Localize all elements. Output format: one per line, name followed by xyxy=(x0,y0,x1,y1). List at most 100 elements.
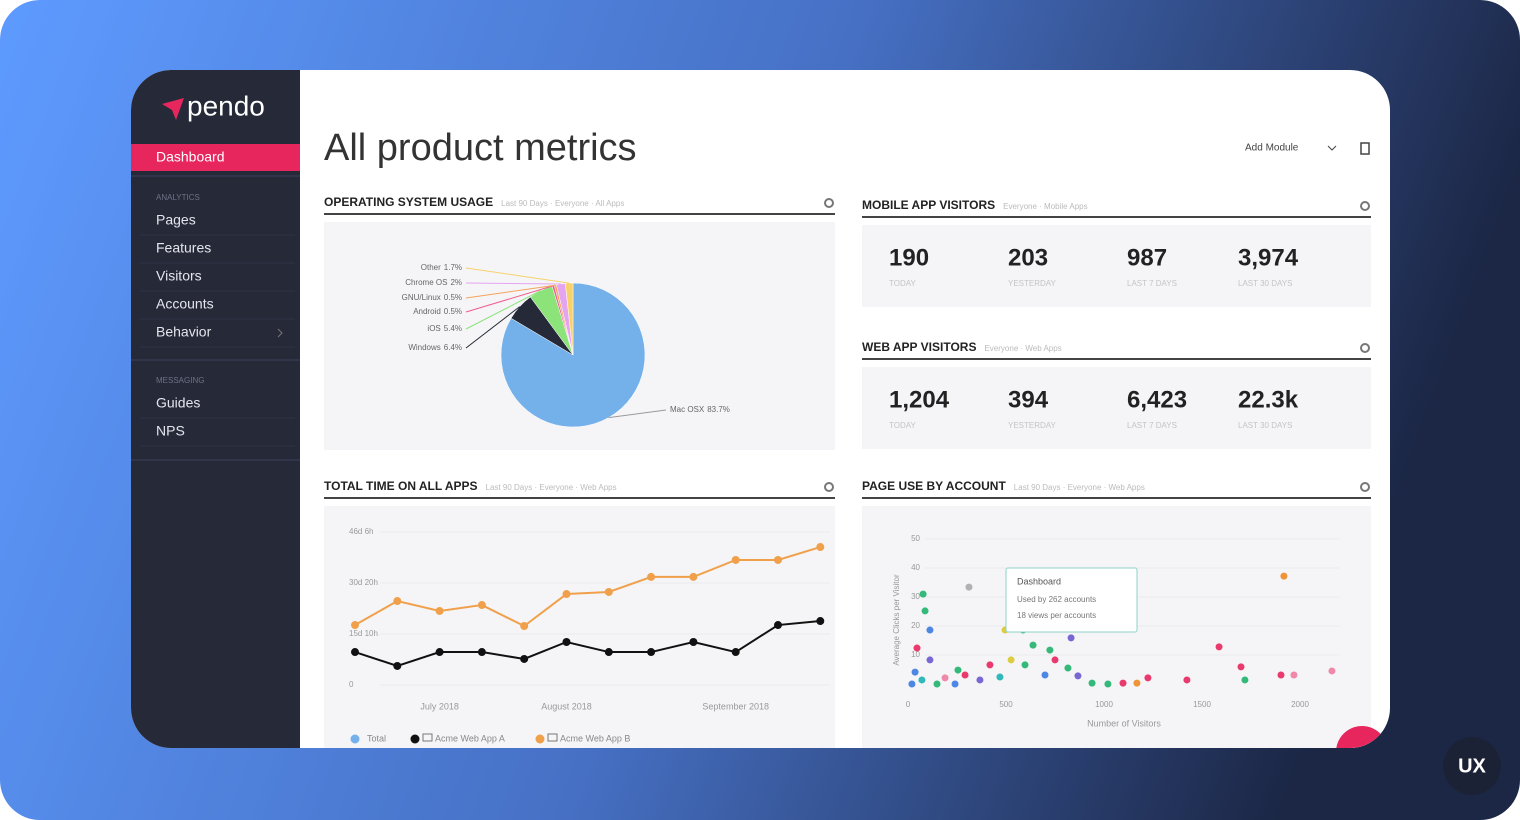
line-point xyxy=(351,621,359,630)
line-point xyxy=(604,648,613,657)
page-title: All product metrics xyxy=(324,127,637,169)
chevron-icon xyxy=(277,328,283,338)
nav-item[interactable]: Features xyxy=(156,240,211,256)
leader-line xyxy=(608,409,667,419)
y-tick-label: 0 xyxy=(349,680,354,689)
scatter-point xyxy=(911,668,919,676)
stat-value: 6,423 xyxy=(1127,386,1187,413)
stat-value: 1,204 xyxy=(889,386,950,413)
scatter-point xyxy=(1104,680,1112,688)
scatter-point xyxy=(913,644,921,652)
widget-subtitle: Last 90 Days · Everyone · All Apps xyxy=(501,199,624,208)
help-button[interactable] xyxy=(1336,726,1388,778)
scatter-point xyxy=(926,626,934,634)
stat-label: LAST 30 DAYS xyxy=(1238,279,1292,288)
scatter-point xyxy=(1280,572,1288,580)
nav-item[interactable]: Pages xyxy=(156,212,196,228)
scatter-point xyxy=(961,671,969,679)
pie-label: Chrome OS 2% xyxy=(405,278,462,287)
scatter-point xyxy=(1133,679,1141,687)
y-tick-label: 30d 20h xyxy=(349,578,378,587)
stat-label: YESTERDAY xyxy=(1008,279,1057,288)
settings-icon[interactable] xyxy=(824,198,834,208)
y-tick-label: 20 xyxy=(911,621,920,630)
settings-icon[interactable] xyxy=(1360,201,1370,211)
y-tick-label: 46d 6h xyxy=(349,527,373,536)
scatter-point xyxy=(918,676,926,684)
delete-icon[interactable] xyxy=(1360,142,1370,155)
scatter-point xyxy=(941,674,949,682)
nav-item[interactable]: Visitors xyxy=(156,268,202,284)
widget-panel xyxy=(862,225,1371,307)
tooltip xyxy=(1005,567,1138,633)
pie-label-name: Windows xyxy=(408,343,440,352)
tooltip-line: Used by 262 accounts xyxy=(1017,595,1096,604)
scatter-point xyxy=(1007,656,1015,664)
legend-swatch xyxy=(350,734,360,744)
nav-item[interactable]: Behavior xyxy=(156,324,212,340)
nav-section-heading: ANALYTICS xyxy=(156,193,200,202)
stat-value: 987 xyxy=(1127,244,1167,271)
line-point xyxy=(774,555,782,564)
widget-title: TOTAL TIME ON ALL APPS xyxy=(324,479,478,493)
stat-value: 190 xyxy=(889,244,929,271)
legend-icon xyxy=(422,733,433,742)
settings-icon[interactable] xyxy=(824,482,834,492)
legend-swatch xyxy=(535,734,545,744)
y-axis-label: Average Clicks per Visitor xyxy=(892,574,901,666)
widget-title: MOBILE APP VISITORS xyxy=(862,198,995,212)
scatter-point xyxy=(1119,679,1127,687)
x-axis-label: Number of Visitors xyxy=(1087,718,1161,728)
scatter-point xyxy=(1241,676,1249,684)
legend-label[interactable]: Acme Web App A xyxy=(435,733,505,743)
stat-label: LAST 7 DAYS xyxy=(1127,279,1177,288)
line-point xyxy=(562,637,571,646)
nav-item-active[interactable]: Dashboard xyxy=(156,149,225,165)
pie-label-name: GNU/Linux xyxy=(402,293,441,302)
y-tick-label: 15d 10h xyxy=(349,629,378,638)
line-point xyxy=(816,617,825,626)
widget-subtitle: Last 90 Days · Everyone · Web Apps xyxy=(1014,483,1145,492)
nav-item[interactable]: Guides xyxy=(156,395,200,411)
widget-title: PAGE USE BY ACCOUNT xyxy=(862,479,1006,493)
legend-label[interactable]: Acme Web App B xyxy=(560,733,630,743)
line-point xyxy=(520,622,529,631)
scatter-point xyxy=(1051,656,1059,664)
scatter-point xyxy=(965,583,973,591)
line-point xyxy=(774,621,782,630)
nav-active-bg xyxy=(131,144,300,171)
widget-panel xyxy=(862,367,1371,449)
line-series xyxy=(354,546,821,628)
widget-panel xyxy=(324,506,835,748)
settings-icon[interactable] xyxy=(1360,343,1370,353)
stat-label: TODAY xyxy=(889,421,916,430)
x-tick-label: August 2018 xyxy=(541,701,592,711)
stat-value: 3,974 xyxy=(1238,244,1299,271)
widget-title: WEB APP VISITORS xyxy=(862,340,976,354)
scatter-point xyxy=(1088,679,1096,687)
tooltip-line: 18 views per accounts xyxy=(1017,611,1096,620)
app-window: pendo Dashboard ANALYTICS Pages Features Visi… xyxy=(131,70,1390,778)
settings-icon[interactable] xyxy=(1360,482,1370,492)
scatter-point xyxy=(908,680,916,688)
x-tick-label: 2000 xyxy=(1291,700,1309,709)
stat-value: 22.3k xyxy=(1238,386,1299,413)
line-point xyxy=(604,587,613,596)
leader-line xyxy=(465,290,542,330)
x-tick-label: September 2018 xyxy=(702,701,769,711)
widget-subtitle: Everyone · Mobile Apps xyxy=(1003,202,1088,211)
nav-item[interactable]: Accounts xyxy=(156,296,214,312)
scatter-point xyxy=(1021,661,1029,669)
add-module-button[interactable]: Add Module xyxy=(1245,143,1299,154)
line-point xyxy=(689,637,698,646)
leader-line xyxy=(465,282,561,285)
x-tick-label: 1500 xyxy=(1193,700,1211,709)
scatter-point xyxy=(1237,663,1245,671)
legend-label[interactable]: Total xyxy=(367,733,386,743)
scatter-point xyxy=(986,661,994,669)
line-point xyxy=(435,606,444,615)
line-series xyxy=(354,620,821,668)
nav-item[interactable]: NPS xyxy=(156,423,185,439)
leader-line xyxy=(465,306,520,349)
